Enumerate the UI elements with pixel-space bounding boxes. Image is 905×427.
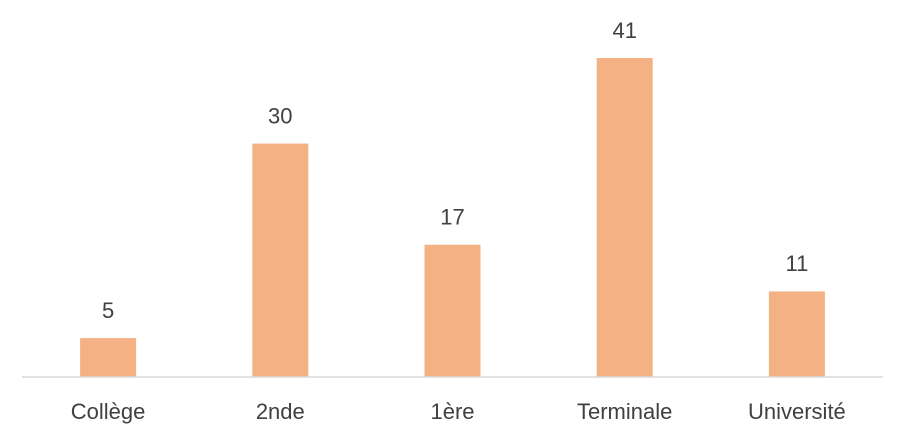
- x-tick-label: Université: [748, 399, 846, 424]
- x-tick-label: 1ère: [430, 399, 474, 424]
- x-tick-label: Collège: [71, 399, 146, 424]
- bar: [424, 244, 481, 377]
- data-label: 30: [268, 103, 292, 128]
- data-label: 5: [102, 298, 114, 323]
- bar: [768, 291, 825, 377]
- bar: [80, 338, 137, 377]
- x-tick-label: 2nde: [256, 399, 305, 424]
- data-label: 17: [440, 205, 464, 230]
- data-label: 11: [785, 251, 808, 276]
- x-tick-label: Terminale: [577, 399, 672, 424]
- bar: [596, 58, 653, 377]
- data-label: 41: [612, 18, 636, 43]
- bar: [252, 143, 309, 377]
